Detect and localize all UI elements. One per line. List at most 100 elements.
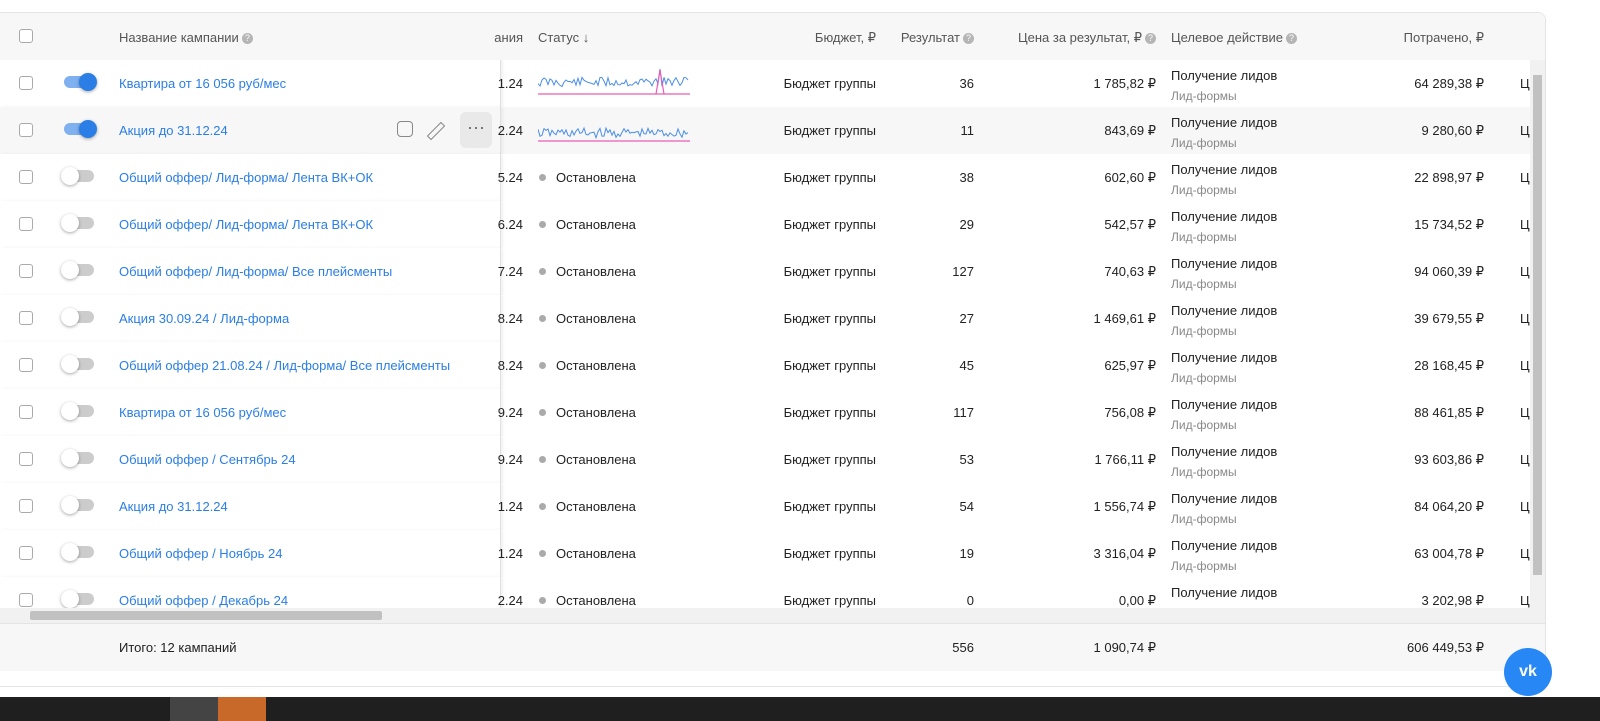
- table-row[interactable]: Квартира от 16 056 руб/мес 1.24 Бюджет гру…: [0, 60, 1530, 108]
- status-toggle[interactable]: [64, 73, 97, 91]
- header-price[interactable]: Цена за результат, ₽?: [1018, 30, 1156, 46]
- table-row[interactable]: Общий оффер 21.08.24 / Лид-форма/ Все пл…: [0, 342, 1530, 390]
- header-spent[interactable]: Потрачено, ₽: [1403, 30, 1484, 45]
- status-text: Остановлена: [556, 217, 636, 232]
- campaign-name[interactable]: Общий оффер/ Лид-форма/ Лента ВК+ОК: [119, 217, 374, 232]
- price-cell: 756,08 ₽: [1104, 405, 1156, 420]
- status-toggle[interactable]: [61, 449, 94, 467]
- header-budget[interactable]: Бюджет, ₽: [814, 30, 876, 45]
- budget-cell: Бюджет группы: [783, 593, 876, 608]
- status-toggle[interactable]: [61, 402, 94, 420]
- status-dot: [539, 362, 546, 369]
- frozen-columns: Квартира от 16 056 руб/мес: [0, 60, 501, 107]
- next-column-cell: Ц: [1520, 76, 1530, 91]
- row-checkbox[interactable]: [19, 593, 33, 607]
- table-row[interactable]: Общий оффер/ Лид-форма/ Все плейсменты 7.…: [0, 248, 1530, 296]
- status-toggle[interactable]: [61, 543, 94, 561]
- table-row[interactable]: Квартира от 16 056 руб/мес 9.24 Остановлен…: [0, 389, 1530, 437]
- header-name[interactable]: Название кампании?: [119, 30, 253, 45]
- spent-cell: 15 734,52 ₽: [1414, 217, 1484, 232]
- campaign-name[interactable]: Акция до 31.12.24: [119, 123, 228, 138]
- campaign-name[interactable]: Общий оффер 21.08.24 / Лид-форма/ Все пл…: [119, 358, 451, 373]
- edit-icon[interactable]: [426, 121, 446, 141]
- status-dot: [539, 456, 546, 463]
- campaign-name[interactable]: Общий оффер / Декабрь 24: [119, 593, 289, 608]
- action-sub: Лид-формы: [1171, 371, 1237, 385]
- status-toggle[interactable]: [61, 261, 94, 279]
- table-row[interactable]: Общий оффер / Декабрь 24 2.24 Остановлена Б…: [0, 577, 1530, 608]
- select-all-checkbox[interactable]: [19, 29, 33, 43]
- row-checkbox[interactable]: [19, 264, 33, 278]
- table-row[interactable]: Общий оффер/ Лид-форма/ Лента ВК+ОК 6.24 О…: [0, 201, 1530, 249]
- campaign-name[interactable]: Общий оффер/ Лид-форма/ Лента ВК+ОК: [119, 170, 374, 185]
- status-toggle[interactable]: [61, 214, 94, 232]
- action-cell: Получение лидов: [1171, 256, 1278, 271]
- action-cell: Получение лидов: [1171, 491, 1278, 506]
- price-cell: 1 556,74 ₽: [1093, 499, 1157, 514]
- next-column-cell: Ц: [1520, 593, 1530, 608]
- action-cell: Получение лидов: [1171, 444, 1278, 459]
- row-checkbox[interactable]: [19, 546, 33, 560]
- header-result[interactable]: Результат?: [901, 30, 974, 45]
- row-checkbox[interactable]: [19, 358, 33, 372]
- status-text: Остановлена: [556, 546, 636, 561]
- table-row[interactable]: Акция 30.09.24 / Лид-форма 8.24 Остановлен…: [0, 295, 1530, 343]
- spent-cell: 3 202,98 ₽: [1421, 593, 1485, 608]
- result-cell: 54: [959, 499, 974, 514]
- status-toggle[interactable]: [61, 355, 94, 373]
- budget-cell: Бюджет группы: [783, 499, 876, 514]
- row-checkbox[interactable]: [19, 452, 33, 466]
- header-date[interactable]: ания: [494, 30, 523, 45]
- campaign-name[interactable]: Квартира от 16 056 руб/мес: [119, 405, 287, 420]
- next-column-cell: Ц: [1520, 311, 1530, 326]
- scroll-thumb[interactable]: [1533, 75, 1542, 575]
- row-checkbox[interactable]: [19, 217, 33, 231]
- next-column-cell: Ц: [1520, 546, 1530, 561]
- campaign-name[interactable]: Акция 30.09.24 / Лид-форма: [119, 311, 290, 326]
- campaign-name[interactable]: Общий оффер/ Лид-форма/ Все плейсменты: [119, 264, 393, 279]
- spent-cell: 88 461,85 ₽: [1414, 405, 1484, 420]
- table-row[interactable]: Общий оффер / Ноябрь 24 1.24 Остановлена Бю…: [0, 530, 1530, 578]
- horizontal-scrollbar[interactable]: [0, 608, 1530, 623]
- table-row[interactable]: Общий оффер / Сентябрь 24 9.24 Остановлена…: [0, 436, 1530, 484]
- vk-button[interactable]: vk: [1504, 648, 1552, 696]
- row-checkbox[interactable]: [19, 405, 33, 419]
- campaign-name[interactable]: Акция до 31.12.24: [119, 499, 228, 514]
- status-dot: [539, 221, 546, 228]
- status-toggle[interactable]: [61, 496, 94, 514]
- campaign-table: Название кампании? ания Статус ↓ Бюджет,…: [0, 12, 1546, 687]
- header-action[interactable]: Целевое действие?: [1171, 30, 1297, 45]
- status-toggle[interactable]: [61, 167, 94, 185]
- table-row[interactable]: Общий оффер/ Лид-форма/ Лента ВК+ОК 5.24 О…: [0, 154, 1530, 202]
- campaign-name[interactable]: Общий оффер / Ноябрь 24: [119, 546, 283, 561]
- price-cell: 542,57 ₽: [1104, 217, 1156, 232]
- date-cell: 7.24: [497, 264, 523, 279]
- action-cell: Получение лидов: [1171, 303, 1278, 318]
- budget-cell: Бюджет группы: [783, 264, 876, 279]
- status-toggle[interactable]: [64, 120, 97, 138]
- action-sub: Лид-формы: [1171, 277, 1237, 291]
- result-cell: 0: [966, 593, 974, 608]
- row-checkbox[interactable]: [19, 76, 33, 90]
- header-status[interactable]: Статус ↓: [538, 30, 590, 45]
- scroll-thumb[interactable]: [30, 611, 382, 620]
- frozen-columns: Квартира от 16 056 руб/мес: [0, 389, 501, 436]
- campaign-name[interactable]: Общий оффер / Сентябрь 24: [119, 452, 296, 467]
- action-cell: Получение лидов: [1171, 585, 1278, 600]
- campaign-name[interactable]: Квартира от 16 056 руб/мес: [119, 76, 287, 91]
- status-toggle[interactable]: [61, 308, 94, 326]
- action-sub: Лид-формы: [1171, 324, 1237, 338]
- price-cell: 0,00 ₽: [1118, 593, 1156, 608]
- table-row[interactable]: Акция до 31.12.24 ··· 2.24 Бюджет группы 11 8…: [0, 107, 1530, 155]
- table-row[interactable]: Акция до 31.12.24 1.24 Остановлена Бюджет г…: [0, 483, 1530, 531]
- vertical-scrollbar[interactable]: [1530, 60, 1545, 623]
- date-cell: 2.24: [497, 123, 523, 138]
- stats-icon[interactable]: [397, 121, 413, 137]
- row-checkbox[interactable]: [19, 123, 33, 137]
- row-checkbox[interactable]: [19, 170, 33, 184]
- next-column-cell: Ц: [1520, 358, 1530, 373]
- more-button[interactable]: ···: [460, 112, 492, 148]
- row-checkbox[interactable]: [19, 499, 33, 513]
- status-toggle[interactable]: [61, 590, 94, 608]
- row-checkbox[interactable]: [19, 311, 33, 325]
